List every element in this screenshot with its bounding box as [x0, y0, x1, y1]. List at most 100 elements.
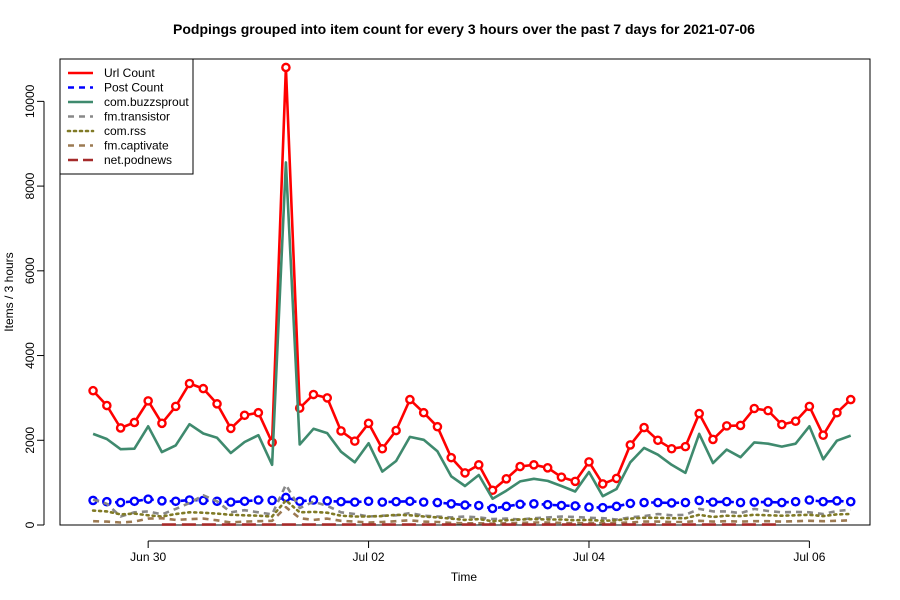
series-1-point-4 — [143, 494, 153, 504]
series-0-point-3 — [129, 417, 140, 428]
series-3 — [92, 483, 851, 521]
legend-label-0: Url Count — [104, 66, 155, 80]
series-0-point-34 — [556, 472, 567, 482]
series-1-point-36 — [584, 502, 594, 513]
series-1-point-40 — [639, 497, 649, 508]
series-1-point-13 — [267, 495, 277, 506]
series-1-point-30 — [501, 501, 512, 512]
series-1-point-41 — [653, 497, 663, 508]
series-0-point-22 — [391, 425, 401, 436]
series-1-point-51 — [790, 496, 801, 507]
series-0-point-50 — [777, 419, 787, 430]
series-0-point-4 — [143, 396, 153, 406]
series-1-point-42 — [666, 498, 677, 508]
x-tick-label-1: Jul 02 — [353, 550, 385, 564]
series-1-point-47 — [735, 497, 746, 508]
series-0-point-10 — [226, 423, 236, 434]
series-0-point-54 — [832, 407, 842, 418]
series-1-point-14 — [281, 492, 291, 503]
series-1-point-48 — [749, 497, 760, 507]
series-0-point-28 — [473, 460, 484, 470]
series-4 — [91, 499, 852, 523]
series-1-point-44 — [694, 495, 704, 506]
legend-label-1: Post Count — [104, 81, 164, 95]
series-0-point-2 — [115, 423, 126, 433]
series-1-point-35 — [570, 501, 581, 511]
x-tick-label-3: Jul 06 — [793, 550, 825, 564]
series-0-point-1 — [102, 400, 112, 411]
series-1-point-45 — [708, 497, 718, 507]
series-1-point-12 — [253, 495, 264, 505]
series-1-point-26 — [446, 499, 457, 509]
series-1-point-5 — [157, 496, 167, 506]
x-tick-label-0: Jun 30 — [130, 550, 166, 564]
y-tick-label-3: 6000 — [23, 257, 37, 284]
chart-title: Podpings grouped into item count for eve… — [173, 21, 755, 37]
series-1-point-39 — [625, 498, 636, 509]
series-1-point-31 — [515, 499, 525, 510]
series-line-2 — [92, 161, 852, 500]
series-0-point-21 — [377, 443, 388, 454]
series-1-point-27 — [460, 500, 470, 510]
series-0-point-47 — [735, 420, 746, 431]
series-1-point-34 — [556, 500, 567, 511]
y-tick-label-5: 10000 — [23, 84, 37, 118]
series-5 — [93, 505, 851, 525]
series-1-point-3 — [129, 496, 140, 507]
series-1 — [88, 492, 856, 514]
series-0-point-17 — [322, 393, 333, 403]
y-tick-label-1: 2000 — [23, 427, 37, 454]
series-1-point-49 — [763, 497, 773, 507]
series-0-point-26 — [446, 452, 457, 463]
series-0-point-25 — [432, 421, 443, 432]
series-0-point-19 — [349, 436, 360, 446]
series-0-point-30 — [501, 474, 512, 484]
series-1-point-28 — [473, 500, 484, 511]
series-1-point-43 — [680, 497, 691, 508]
series-0-point-31 — [515, 461, 525, 472]
y-axis: 0 2000 4000 6000 8000 10000 — [23, 84, 45, 528]
series-0-point-41 — [653, 435, 663, 446]
series-1-point-38 — [611, 501, 622, 512]
series-0-point-9 — [212, 399, 222, 409]
series-0-point-48 — [749, 403, 760, 414]
series-1-point-7 — [184, 495, 195, 505]
x-axis: Jun 30 Jul 02 Jul 04 Jul 06 — [130, 540, 826, 564]
series-1-point-29 — [487, 503, 498, 514]
series-0-point-39 — [625, 440, 636, 450]
series-2 — [92, 161, 852, 500]
series-0-point-44 — [694, 408, 704, 419]
series-1-point-50 — [777, 497, 787, 508]
series-1-point-8 — [198, 495, 209, 506]
series-0-point-23 — [405, 394, 415, 405]
series-0-point-0 — [88, 385, 98, 396]
series-0-point-35 — [570, 476, 581, 487]
series-0-point-51 — [790, 416, 801, 427]
series-0-point-45 — [708, 434, 718, 445]
series-0-point-5 — [157, 418, 167, 429]
series-0-point-6 — [170, 401, 181, 412]
series-0-point-14 — [281, 62, 291, 73]
series-layer — [88, 62, 856, 526]
series-1-point-54 — [832, 496, 842, 506]
series-0-point-52 — [804, 401, 815, 412]
series-0-point-46 — [721, 421, 732, 431]
series-1-point-2 — [115, 497, 126, 508]
series-0-point-42 — [666, 443, 677, 454]
series-0-point-40 — [639, 422, 649, 433]
series-1-point-37 — [597, 502, 608, 513]
series-1-point-20 — [363, 496, 374, 507]
y-tick-label-0: 0 — [23, 521, 37, 528]
y-tick-label-4: 8000 — [23, 172, 37, 199]
series-0-point-32 — [529, 460, 539, 470]
series-1-point-33 — [542, 499, 553, 510]
legend-label-6: net.podnews — [104, 153, 172, 167]
y-axis-label: Items / 3 hours — [2, 252, 16, 331]
series-0-point-11 — [239, 410, 250, 421]
series-0-point-8 — [198, 383, 209, 394]
series-0-point-43 — [680, 441, 691, 452]
series-1-point-52 — [804, 495, 815, 505]
series-0-point-37 — [597, 479, 608, 489]
